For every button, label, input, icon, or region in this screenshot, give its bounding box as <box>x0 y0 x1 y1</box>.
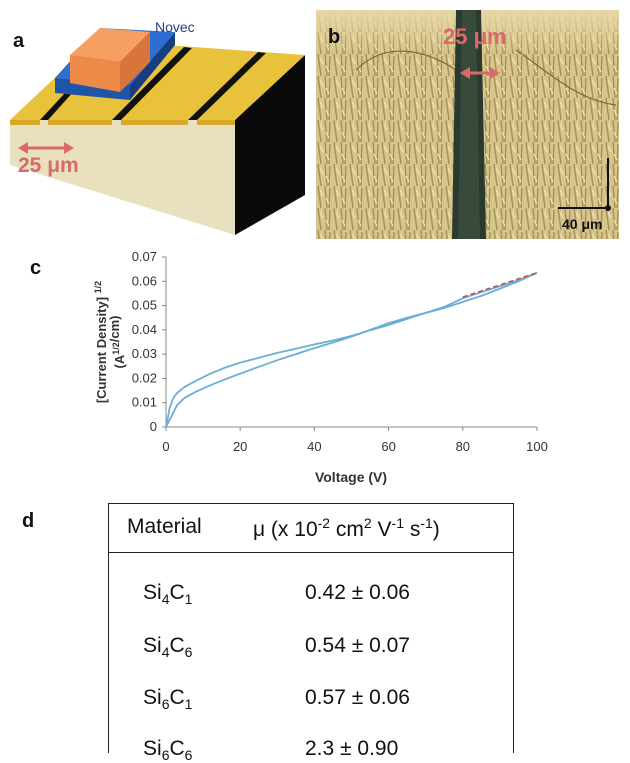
micrograph-image: 25 μm 40 μm <box>316 10 619 239</box>
iv-chart: [Current Density] 1/2 (A1/2/cm) 0 0.01 0.0… <box>93 249 548 485</box>
y-tick-label: 0.02 <box>132 370 157 385</box>
panel-d-table: d Material μ (x 10-2 cm2 V-1 s-1) Si4C1 … <box>0 490 630 763</box>
panel-label-c: c <box>30 257 42 279</box>
substrate-front <box>10 120 235 235</box>
material-cell: Si6C1 <box>143 686 193 713</box>
y-tick-label: 0.07 <box>132 249 157 264</box>
panel-label-d: d <box>22 510 35 532</box>
y-tick-label: 0.01 <box>132 395 157 410</box>
y-axis-label-line2: (A1/2/cm) <box>107 316 127 369</box>
x-tick-label: 80 <box>456 439 470 454</box>
crystal <box>70 28 150 62</box>
table-header: Material μ (x 10-2 cm2 V-1 s-1) <box>109 504 513 553</box>
x-tick-label: 0 <box>162 439 169 454</box>
y-tick-label: 0.06 <box>132 273 157 288</box>
gap-label-b: 25 μm <box>443 24 507 49</box>
mobility-cell: 2.3 ± 0.90 <box>305 737 399 760</box>
panel-b-micrograph: 25 μm 40 μm b <box>316 10 619 239</box>
y-tick-label: 0.04 <box>132 322 157 337</box>
y-axis-label: [Current Density] 1/2 (A1/2/cm) <box>93 281 127 403</box>
x-axis-label: Voltage (V) <box>315 469 387 485</box>
mobility-cell: 0.57 ± 0.06 <box>305 686 410 709</box>
panel-label-b: b <box>328 26 341 48</box>
x-tick-label: 100 <box>526 439 548 454</box>
panel-c-chart: c [Current Density] 1/2 (A1/2/cm) 0 0.01 0… <box>0 245 630 490</box>
series-line-2 <box>165 271 538 428</box>
header-material: Material <box>127 515 202 538</box>
series-line-3 <box>462 272 538 298</box>
material-cell: Si6C6 <box>143 737 193 763</box>
panel-a-schematic: a 25 μm Novec <box>0 0 310 240</box>
mobility-cell: 0.42 ± 0.06 <box>305 581 410 604</box>
series-line-1 <box>165 271 538 428</box>
y-tick-label: 0 <box>150 419 157 434</box>
trench-3 <box>188 52 266 120</box>
x-tick-label: 20 <box>233 439 247 454</box>
device-schematic: 25 μm Novec <box>10 19 305 235</box>
y-axis-label-line1: [Current Density] 1/2 <box>93 281 109 403</box>
y-tick-label: 0.05 <box>132 298 157 313</box>
mobility-table: Material μ (x 10-2 cm2 V-1 s-1) Si4C1 0.… <box>108 503 514 763</box>
material-cell: Si4C6 <box>143 634 193 661</box>
scale-label: 40 μm <box>562 216 602 232</box>
y-tick-label: 0.03 <box>132 346 157 361</box>
x-tick-label: 40 <box>307 439 321 454</box>
x-tick-label: 60 <box>381 439 395 454</box>
panel-label-a: a <box>13 30 25 52</box>
mobility-cell: 0.54 ± 0.07 <box>305 634 410 657</box>
substrate-side <box>235 55 305 235</box>
novec-label: Novec <box>155 19 195 35</box>
trench-2 <box>112 47 192 120</box>
gap-label-a: 25 μm <box>18 154 79 177</box>
header-mobility: μ (x 10-2 cm2 V-1 s-1) <box>253 515 440 541</box>
material-cell: Si4C1 <box>143 581 193 608</box>
